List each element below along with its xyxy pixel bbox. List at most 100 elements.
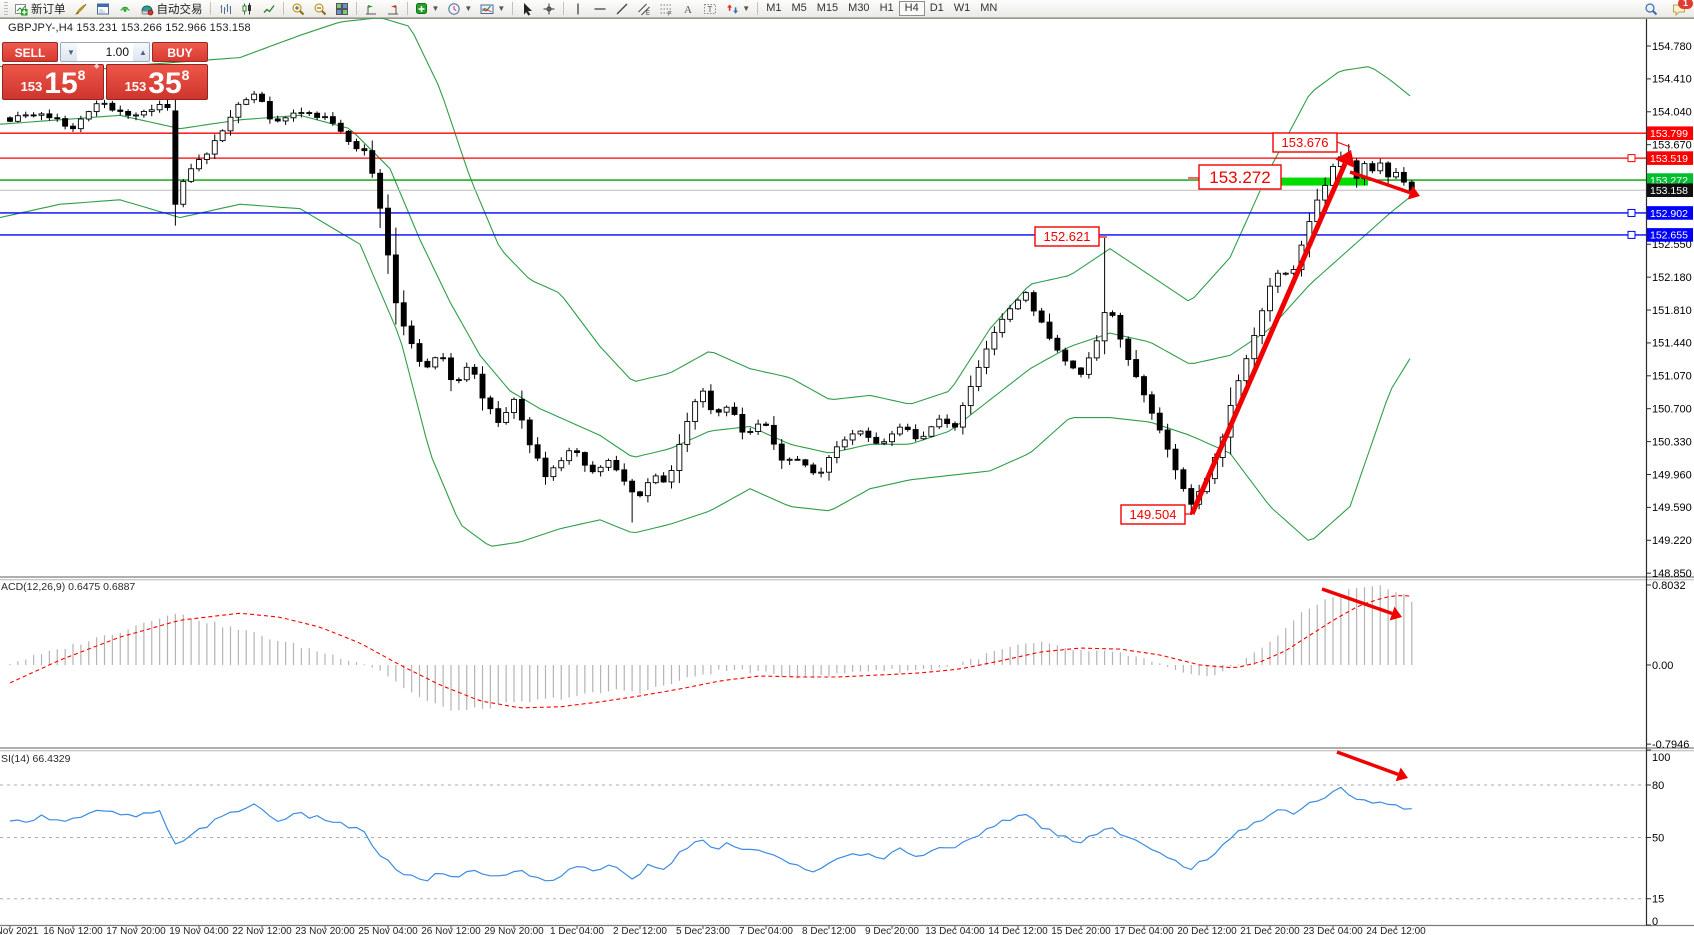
tab-timeframe-m15[interactable]: M15 (816, 2, 839, 14)
fibonacci-tool-button[interactable]: F (655, 1, 677, 17)
line-handle[interactable] (1627, 208, 1636, 217)
macd-arrow[interactable] (1321, 587, 1402, 621)
templates-button[interactable]: ▼ (476, 1, 509, 17)
buy-button[interactable]: BUY (152, 42, 208, 62)
macd-pane: 0.8032 0.00 -0.7946 (9, 580, 1689, 751)
price-axis-label: 154.410 (1652, 74, 1692, 86)
price-axis-label: 149.590 (1652, 502, 1692, 514)
candles (7, 90, 1415, 523)
ask-price[interactable]: 153 35 8 (106, 64, 208, 100)
arrows-tool-button[interactable]: ▼ (721, 1, 754, 17)
zoom-in-button[interactable] (287, 1, 309, 17)
candlestick-mode-button[interactable] (236, 1, 258, 17)
dropdown-caret: ▼ (497, 4, 506, 13)
new-order-button[interactable]: 新订单 (10, 1, 70, 17)
periods-button[interactable]: ▼ (443, 1, 476, 17)
price-badge (1647, 126, 1693, 141)
price-callout[interactable] (1198, 164, 1282, 190)
tab-timeframe-m1[interactable]: M1 (766, 2, 782, 14)
trendline-tool-button[interactable] (611, 1, 633, 17)
cursor-tool-button[interactable] (516, 1, 538, 17)
tab-timeframe-d1[interactable]: D1 (929, 2, 944, 14)
label-tool-button[interactable]: T (699, 1, 721, 17)
price-callout[interactable] (1034, 226, 1100, 247)
chart-shift-button[interactable] (382, 1, 404, 17)
line-handle[interactable] (1627, 230, 1636, 239)
tab-timeframe-w1[interactable]: W1 (953, 2, 971, 14)
crosshair-tool-button[interactable] (538, 1, 560, 17)
add-indicator-button[interactable]: ▼ (411, 1, 444, 17)
dropdown-caret: ▼ (742, 4, 751, 13)
price-axis-label: 151.070 (1652, 371, 1692, 383)
pane-borders (0, 18, 1694, 927)
volume-decrease-button[interactable]: ▼ (61, 43, 77, 61)
text-icon: A (684, 4, 692, 16)
price-callouts[interactable]: 153.676 153.272 152.621 149.504 (1034, 132, 1351, 525)
price-badge (1647, 228, 1693, 242)
indicator-plus-icon (415, 2, 427, 14)
bar-chart-icon (220, 3, 231, 14)
zoom-out-button[interactable] (309, 1, 331, 17)
price-badge-label: 153.158 (1650, 185, 1688, 197)
price-callout[interactable] (1272, 132, 1338, 153)
time-axis-label: 21 Dec 20:00 (1240, 926, 1300, 935)
horizontal-line-icon (594, 7, 606, 10)
time-axis-label: 16 Nov 12:00 (43, 926, 103, 935)
channel-icon: E (638, 3, 650, 16)
tile-windows-button[interactable] (331, 1, 353, 17)
tab-timeframe-h4[interactable]: H4 (898, 1, 925, 16)
line-handle[interactable] (1627, 154, 1636, 163)
rsi-label: SI(14) 66.4329 (1, 753, 71, 765)
tab-timeframe-mn[interactable]: MN (980, 2, 998, 14)
price-axis-label: 149.960 (1652, 469, 1692, 481)
zone[interactable] (1235, 177, 1368, 186)
autotrading-button[interactable]: 自动交易 (136, 1, 207, 17)
time-axis-label: 17 Nov 20:00 (106, 926, 166, 935)
horizontal-line-tool-button[interactable] (589, 1, 611, 17)
macd-axis-label: 0.00 (1652, 660, 1673, 672)
toolbar-grip[interactable] (4, 2, 8, 15)
panel-collapse-icon[interactable]: ◆ (94, 63, 100, 70)
price-badge-label: 153.519 (1650, 153, 1688, 165)
tab-timeframe-m30[interactable]: M30 (848, 2, 870, 14)
chat-button[interactable]: 1 (1672, 0, 1693, 16)
svg-text:E: E (646, 11, 650, 16)
highlight-zone[interactable] (1235, 177, 1368, 186)
tab-timeframe-m5[interactable]: M5 (791, 2, 807, 14)
sell-button[interactable]: SELL (2, 42, 58, 62)
time-axis-label: 1 Dec 04:00 (550, 926, 604, 935)
time-axis-label: 9 Dec 20:00 (865, 926, 919, 935)
horizontal-lines[interactable] (0, 132, 1646, 239)
line-chart-mode-button[interactable] (258, 1, 280, 17)
volume-input[interactable] (77, 43, 133, 61)
chart-title: GBPJPY-,H4 153.231 153.266 152.966 153.1… (8, 22, 251, 34)
bid-price[interactable]: 153 15 8 (2, 64, 104, 100)
trend-arrows[interactable] (1189, 150, 1420, 516)
autotrading-label: 自动交易 (156, 3, 203, 16)
auto-scroll-button[interactable] (360, 1, 382, 17)
volume-increase-button[interactable]: ▲ (133, 43, 149, 61)
time-axis-label: 7 Dec 04:00 (739, 926, 793, 935)
price-callout[interactable] (1120, 504, 1186, 525)
svg-text:F: F (668, 11, 672, 16)
vertical-line-tool-button[interactable] (567, 1, 589, 17)
rsi-pane: 100 80 50 15 0 (0, 749, 1670, 928)
profiles-button[interactable] (70, 1, 92, 17)
bar-chart-mode-button[interactable] (214, 1, 236, 17)
dropdown-caret: ▼ (431, 4, 440, 13)
tab-timeframe-h1[interactable]: H1 (879, 2, 894, 14)
macd-axis-label: -0.7946 (1652, 739, 1689, 751)
rsi-arrow[interactable] (1336, 750, 1408, 782)
search-icon[interactable] (1644, 2, 1658, 16)
time-axis-label: 23 Dec 04:00 (1303, 926, 1363, 935)
text-tool-button[interactable]: A (677, 1, 699, 17)
zoom-in-icon (292, 3, 304, 15)
signals-button[interactable] (114, 1, 136, 17)
chat-badge: 1 (1678, 0, 1693, 9)
equidistant-channel-tool-button[interactable]: E (633, 1, 655, 17)
market-watch-button[interactable] (92, 1, 114, 17)
candlestick-icon (242, 2, 251, 14)
ask-pip-digit: 8 (181, 67, 190, 83)
